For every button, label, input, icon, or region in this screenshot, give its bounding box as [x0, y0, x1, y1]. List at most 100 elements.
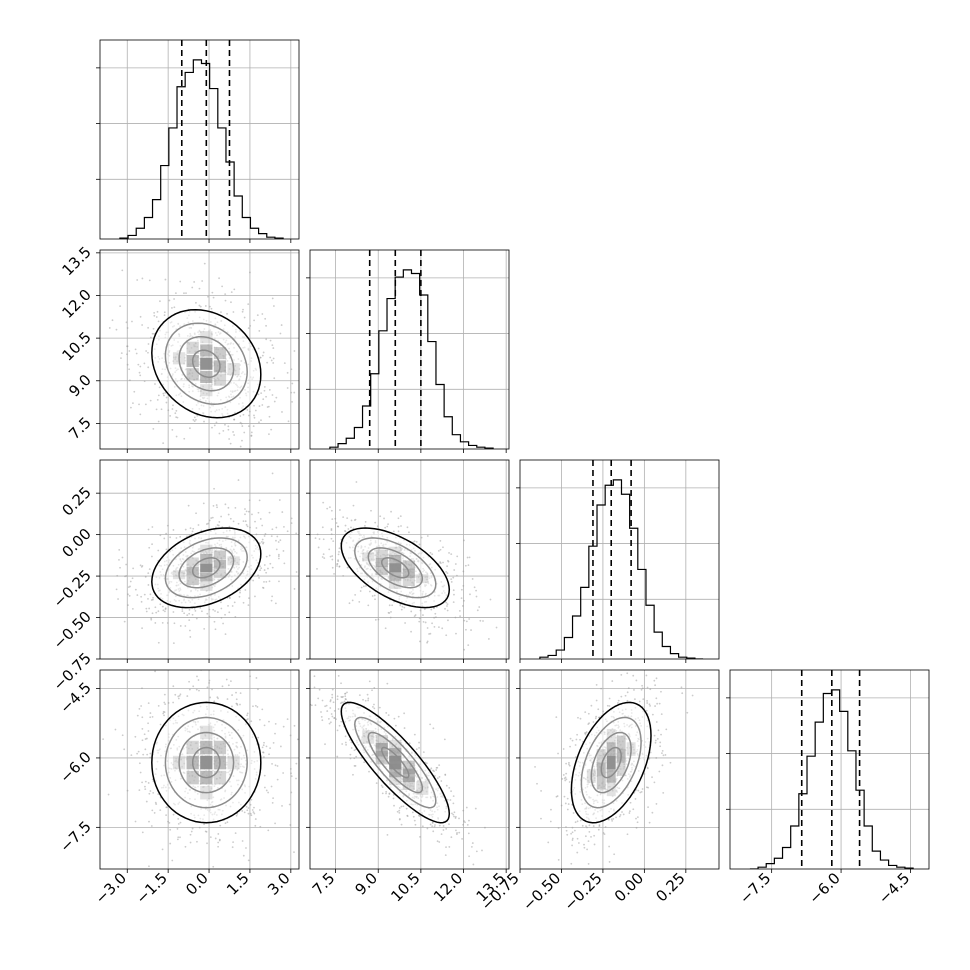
sample-point [595, 717, 597, 719]
sample-point [259, 809, 261, 811]
sample-point [269, 512, 271, 514]
sample-point [570, 863, 572, 865]
sample-point [152, 428, 154, 430]
sample-point [649, 703, 651, 705]
sample-point [230, 680, 232, 682]
sample-point [472, 578, 474, 580]
sample-point [644, 773, 646, 775]
sample-point [130, 754, 132, 756]
sample-point [265, 396, 267, 398]
sample-point [240, 422, 242, 424]
sample-point [418, 742, 420, 744]
sample-point [654, 781, 656, 783]
sample-point [270, 429, 272, 431]
sample-point [572, 827, 574, 829]
sample-point [534, 766, 536, 768]
sample-point [144, 786, 146, 788]
sample-point [251, 432, 253, 434]
sample-point [336, 522, 338, 524]
sample-point [406, 808, 408, 810]
sample-point [263, 352, 265, 354]
sample-point [159, 534, 161, 536]
sample-point [570, 738, 572, 740]
sample-point [580, 718, 582, 720]
sample-point [652, 714, 654, 716]
sample-point [214, 621, 216, 623]
sample-point [441, 627, 443, 629]
sample-point [467, 644, 469, 646]
sample-point [206, 613, 208, 615]
sample-point [115, 729, 117, 731]
sample-point [315, 537, 317, 539]
sample-point [201, 280, 203, 282]
sample-point [148, 821, 150, 823]
sample-point [148, 343, 150, 345]
sample-point [250, 720, 252, 722]
sample-point [152, 333, 154, 335]
sample-point [382, 793, 384, 795]
sample-point [173, 642, 175, 644]
sample-point [419, 617, 421, 619]
sample-point [439, 825, 441, 827]
sample-point [226, 821, 228, 823]
sample-point [135, 348, 137, 350]
sample-point [116, 589, 118, 591]
sample-point [344, 700, 346, 702]
sample-point [195, 610, 197, 612]
sample-point [261, 313, 263, 315]
sample-point [172, 408, 174, 410]
sample-point [347, 567, 349, 569]
sample-point [189, 427, 191, 429]
sample-point [234, 616, 236, 618]
sample-point [253, 811, 255, 813]
sample-point [135, 821, 137, 823]
sample-point [466, 807, 468, 809]
sample-point [459, 615, 461, 617]
panel-content [534, 619, 693, 902]
sample-point [439, 776, 441, 778]
sample-point [205, 305, 207, 307]
sample-point [354, 594, 356, 596]
sample-point [384, 527, 386, 529]
sample-point [139, 374, 141, 376]
sample-point [258, 421, 260, 423]
sample-point [367, 694, 369, 696]
sample-point [609, 705, 611, 707]
sample-point [151, 825, 153, 827]
sample-point [437, 777, 439, 779]
sample-point [242, 311, 244, 313]
sample-point [656, 803, 658, 805]
sample-point [372, 706, 374, 708]
sample-point [267, 568, 269, 570]
sample-point [251, 461, 253, 463]
sample-point [476, 596, 478, 598]
sample-point [175, 292, 177, 294]
sample-point [471, 846, 473, 848]
sample-point [344, 530, 346, 532]
sample-point [370, 510, 372, 512]
sample-point [164, 711, 166, 713]
sample-point [331, 713, 333, 715]
sample-point [459, 610, 461, 612]
sample-point [401, 824, 403, 826]
sample-point [445, 828, 447, 830]
sample-point [331, 510, 333, 512]
sample-point [244, 513, 246, 515]
sample-point [563, 748, 565, 750]
sample-point [128, 350, 130, 352]
sample-point [137, 715, 139, 717]
sample-point [169, 300, 171, 302]
sample-point [608, 819, 610, 821]
sample-point [165, 533, 167, 535]
sample-point [414, 734, 416, 736]
sample-point [656, 677, 658, 679]
sample-point [156, 316, 158, 318]
sample-point [456, 555, 458, 557]
sample-point [116, 575, 118, 577]
sample-point [145, 608, 147, 610]
sample-point [561, 805, 563, 807]
panel-frame [310, 250, 509, 449]
sample-point [331, 716, 333, 718]
sample-point [264, 390, 266, 392]
sample-point [436, 767, 438, 769]
